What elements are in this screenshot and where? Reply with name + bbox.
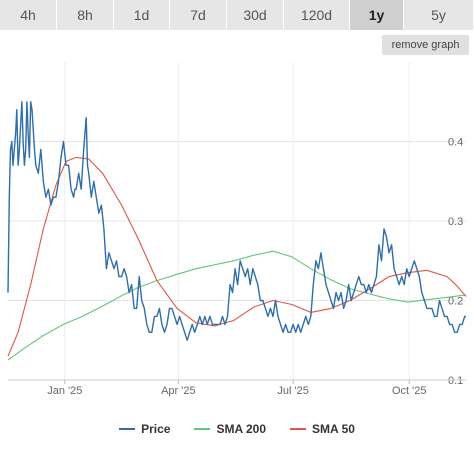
remove-graph-button[interactable]: remove graph bbox=[382, 35, 469, 55]
timeframe-tab-bar: 4h 8h 1d 7d 30d 120d 1y 5y bbox=[0, 0, 474, 30]
x-tick-label: Apr '25 bbox=[161, 385, 196, 397]
legend-swatch bbox=[290, 428, 307, 430]
y-tick-label: 0.4 bbox=[448, 137, 463, 149]
legend-item-price[interactable]: Price bbox=[119, 422, 170, 436]
tab-8h[interactable]: 8h bbox=[57, 0, 114, 30]
legend-label: Price bbox=[141, 422, 171, 436]
series-line-price bbox=[7, 101, 466, 341]
tab-7d[interactable]: 7d bbox=[170, 0, 227, 30]
tab-4h[interactable]: 4h bbox=[0, 0, 57, 30]
legend-swatch bbox=[194, 428, 211, 430]
legend-label: SMA 50 bbox=[312, 422, 355, 436]
x-tick-label: Jul '25 bbox=[277, 385, 308, 397]
series-line-sma-200 bbox=[7, 250, 467, 361]
legend-label: SMA 200 bbox=[216, 422, 267, 436]
price-chart: 0.1 0.2 0.3 0.4 Jan '25 Apr '25 Jul '25 Oct '25 bbox=[7, 62, 467, 397]
x-tick-label: Oct '25 bbox=[392, 385, 427, 397]
tab-5y[interactable]: 5y bbox=[404, 0, 474, 30]
series-line-sma-50 bbox=[7, 156, 467, 357]
tab-1y[interactable]: 1y bbox=[350, 0, 404, 30]
y-tick-label: 0.3 bbox=[448, 216, 463, 228]
tab-120d[interactable]: 120d bbox=[284, 0, 350, 30]
chart-legend: Price SMA 200 SMA 50 bbox=[0, 418, 474, 440]
legend-item-sma-200[interactable]: SMA 200 bbox=[194, 422, 266, 436]
legend-swatch bbox=[119, 428, 136, 430]
tab-1d[interactable]: 1d bbox=[114, 0, 170, 30]
legend-item-sma-50[interactable]: SMA 50 bbox=[290, 422, 355, 436]
y-tick-label: 0.1 bbox=[448, 375, 463, 387]
tab-30d[interactable]: 30d bbox=[227, 0, 284, 30]
x-tick-label: Jan '25 bbox=[47, 385, 82, 397]
y-tick-label: 0.2 bbox=[448, 296, 463, 308]
